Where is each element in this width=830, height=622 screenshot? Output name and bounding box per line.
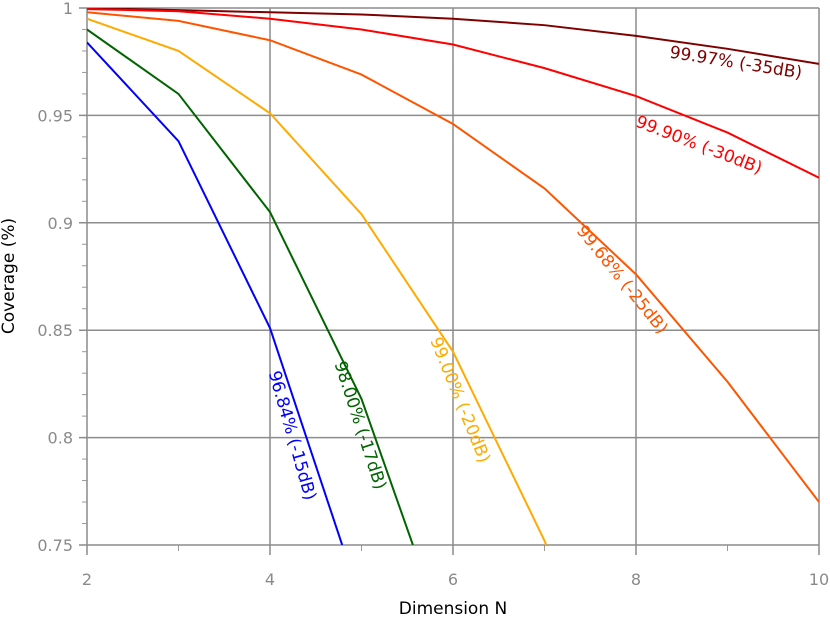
y-axis-title: Coverage (%) [0,218,19,334]
grid [79,7,820,555]
y-tick-label: 0.8 [48,429,73,448]
series-label: 99.97% (-35dB) [668,43,803,84]
x-tick-label: 2 [82,570,92,589]
y-tick-label: 0.75 [37,536,73,555]
y-tick-label: 0.85 [37,321,73,340]
y-tick-label: 0.95 [37,106,73,125]
x-tick-label: 10 [809,570,829,589]
series-line [87,17,548,545]
series-label: 96.84% (-15dB) [264,369,320,503]
series-line [87,8,819,65]
series-lines [87,8,819,545]
series-label: 98.00% (-17dB) [330,359,390,492]
series-label: 99.00% (-20dB) [425,334,494,465]
series-line [87,11,819,503]
series-line [87,8,819,179]
series-line [87,28,414,545]
y-tick-label: 0.9 [48,214,73,233]
x-tick-label: 4 [265,570,275,589]
series-line [87,41,344,545]
series-label: 99.68% (-25dB) [572,222,672,339]
x-axis-title: Dimension N [399,599,507,619]
y-tick-label: 1 [63,0,73,18]
x-tick-label: 6 [448,570,458,589]
x-tick-label: 8 [631,570,641,589]
series-labels: 99.97% (-35dB)99.90% (-30dB)99.68% (-25d… [264,43,804,503]
tick-labels: 0.75 0.8 0.85 0.9 0.95 1 2 4 6 8 10 [37,0,829,589]
